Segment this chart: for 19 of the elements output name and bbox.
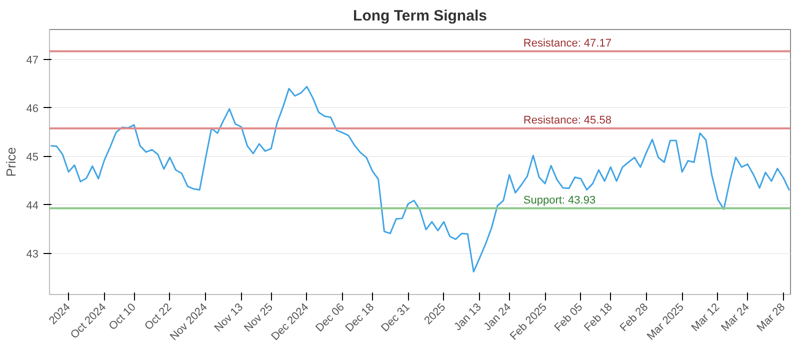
x-tick-label: Oct 10 (106, 301, 138, 333)
x-tick-label: Jan 13 (452, 301, 484, 334)
y-tick-label: 46 (26, 102, 39, 115)
line-series (50, 86, 790, 272)
chart-title: Long Term Signals (353, 8, 487, 24)
x-tick-label: Dec 18 (343, 301, 377, 334)
y-axis-title: Price (3, 147, 18, 177)
x-tick-label: Feb 28 (618, 301, 651, 334)
x-tick-label: Jan 24 (482, 301, 514, 334)
x-tick-label: Mar 28 (754, 301, 788, 334)
x-tick-label: Dec 31 (379, 301, 412, 334)
x-tick-label: Oct 22 (142, 301, 174, 333)
ref-line-label: Resistance: 45.58 (523, 114, 612, 126)
y-tick-label: 47 (26, 54, 39, 67)
ref-line-label: Resistance: 47.17 (523, 37, 612, 50)
ref-line-label: Support: 43.93 (523, 194, 596, 206)
y-tick-label: 44 (26, 200, 39, 212)
y-tick-label: 45 (26, 151, 39, 164)
y-tick-label: 43 (26, 248, 39, 260)
